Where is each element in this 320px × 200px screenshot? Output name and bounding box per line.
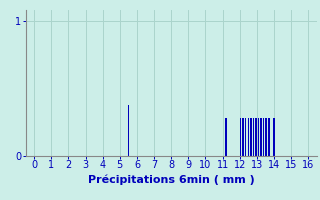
Bar (240, 118, 241, 156)
Bar (255, 118, 257, 156)
Bar (258, 118, 259, 156)
Bar (266, 118, 267, 156)
Bar (247, 118, 249, 156)
Bar (253, 118, 254, 156)
Bar (273, 118, 275, 156)
X-axis label: Précipitations 6min ( mm ): Précipitations 6min ( mm ) (88, 174, 255, 185)
Bar (250, 118, 252, 156)
Bar (128, 105, 129, 156)
Bar (225, 118, 227, 156)
Bar (260, 118, 262, 156)
Bar (242, 118, 244, 156)
Bar (263, 118, 264, 156)
Bar (268, 118, 270, 156)
Bar (245, 118, 246, 156)
